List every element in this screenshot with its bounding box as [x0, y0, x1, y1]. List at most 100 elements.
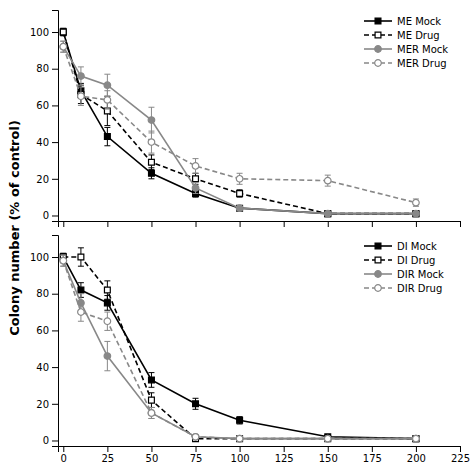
point	[413, 435, 420, 442]
tick: 40	[36, 137, 58, 148]
point	[78, 254, 84, 260]
tick	[240, 221, 241, 227]
tick: 175	[363, 446, 382, 464]
legend-marker	[375, 257, 381, 263]
point	[413, 210, 420, 217]
tick-label: 25	[102, 453, 115, 464]
point	[237, 191, 243, 197]
tick-mark	[52, 294, 58, 295]
tick: 225	[451, 446, 470, 464]
point	[60, 257, 67, 264]
legend-marker	[375, 46, 382, 53]
plot-area	[60, 28, 419, 217]
tick: 100	[30, 252, 58, 263]
point	[148, 117, 155, 124]
tick	[107, 221, 108, 227]
point	[324, 435, 331, 442]
tick	[328, 221, 329, 227]
legend-item: MER Mock	[364, 44, 448, 55]
point	[104, 97, 111, 104]
tick	[416, 221, 417, 227]
tick-mark	[52, 32, 58, 33]
axis-line	[52, 11, 59, 222]
tick-label: 40	[36, 362, 49, 373]
point	[78, 287, 84, 293]
point	[192, 434, 199, 441]
error-bar	[60, 41, 66, 52]
series	[60, 255, 419, 442]
error-bar	[78, 87, 84, 105]
tick-mark	[52, 215, 58, 216]
point	[104, 134, 110, 140]
legend-marker	[375, 243, 381, 249]
legend-item: ME Mock	[364, 16, 441, 27]
tick-label: 0	[43, 435, 49, 446]
tick-mark	[52, 69, 58, 70]
error-bar	[193, 159, 199, 174]
tick-mark	[460, 221, 461, 227]
tick-label: 80	[36, 63, 49, 74]
legend-marker	[375, 285, 382, 292]
point	[60, 29, 66, 35]
tick-mark	[372, 221, 373, 227]
error-bar	[104, 341, 110, 370]
point	[413, 211, 419, 217]
y-axis-title: Colony number (% of control)	[7, 120, 22, 336]
point	[236, 176, 243, 183]
legend-label: DI Mock	[397, 241, 437, 252]
tick-mark	[240, 446, 241, 452]
tick-mark	[240, 221, 241, 227]
point	[60, 43, 67, 50]
tick-mark	[52, 179, 58, 180]
legend-item: DI Mock	[364, 241, 437, 252]
tick-mark	[52, 440, 58, 441]
point	[193, 401, 199, 407]
tick-mark	[52, 257, 58, 258]
legend-marker	[375, 32, 381, 38]
x-axis	[59, 221, 461, 227]
line	[63, 257, 416, 439]
panel: 020406080100ME MockME DrugMER MockMER Dr…	[30, 11, 461, 228]
point	[149, 397, 155, 403]
point	[104, 318, 111, 325]
tick: 60	[36, 325, 58, 336]
line	[63, 47, 416, 214]
legend-marker	[375, 18, 381, 24]
point	[413, 436, 419, 442]
tick-mark	[63, 446, 64, 452]
error-bar	[78, 248, 84, 266]
tick	[63, 221, 64, 227]
tick-label: 20	[36, 174, 49, 185]
point	[148, 410, 155, 417]
panel: 0255075100125150175200225020406080100DI …	[30, 236, 470, 465]
error-bar	[148, 373, 154, 388]
error-bar	[104, 127, 110, 145]
tick-mark	[107, 221, 108, 227]
tick-mark	[52, 404, 58, 405]
legend-label: MER Mock	[397, 44, 448, 55]
point	[192, 163, 199, 170]
point	[237, 205, 243, 211]
tick-label: 60	[36, 100, 49, 111]
tick-label: 20	[36, 399, 49, 410]
error-bar	[413, 199, 419, 206]
tick: 75	[190, 446, 203, 464]
error-bar	[78, 67, 84, 85]
legend-item: DIR Mock	[364, 269, 444, 280]
error-bar	[325, 175, 331, 186]
error-bar	[148, 107, 154, 133]
tick-mark	[196, 221, 197, 227]
legend-label: DIR Mock	[397, 269, 444, 280]
y-axis: 020406080100	[30, 11, 59, 222]
point	[104, 287, 110, 293]
tick-mark	[151, 446, 152, 452]
tick: 40	[36, 362, 58, 373]
axis-line	[52, 236, 59, 447]
tick: 80	[36, 288, 58, 299]
tick: 25	[102, 446, 115, 464]
tick-mark	[416, 221, 417, 227]
tick	[196, 221, 197, 227]
point	[324, 177, 331, 184]
line	[63, 47, 416, 203]
point	[148, 410, 155, 417]
